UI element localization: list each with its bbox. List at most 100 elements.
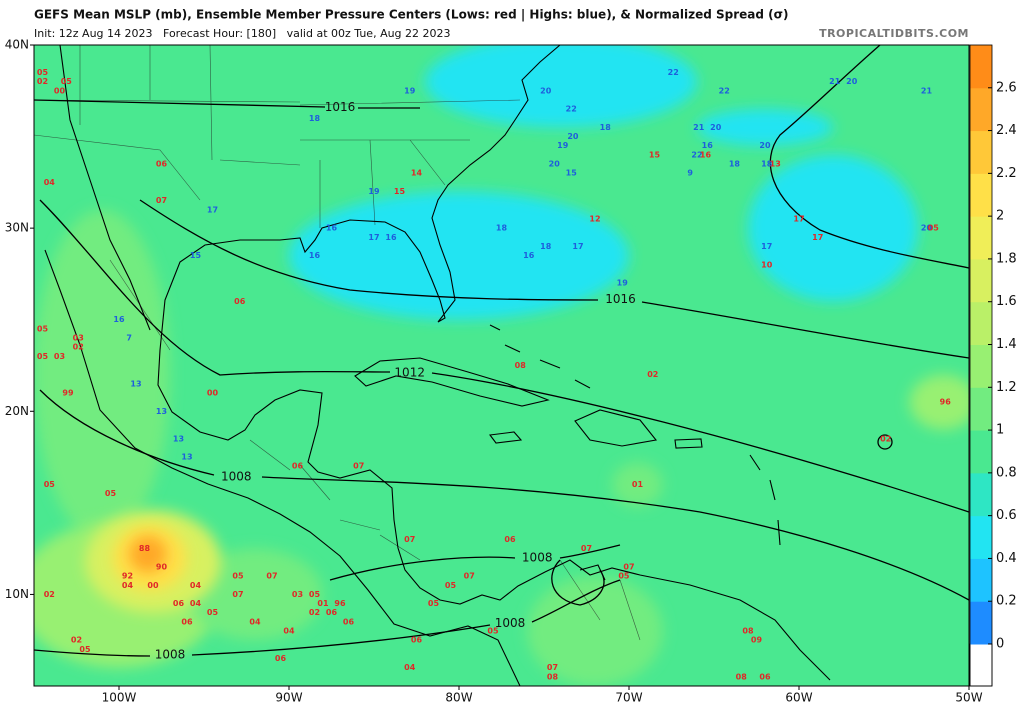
colorbar-segment xyxy=(970,45,992,89)
spread-area xyxy=(129,535,167,573)
low-center: 05 xyxy=(309,590,321,599)
isobar-label: 1012 xyxy=(394,365,425,379)
low-center: 07 xyxy=(623,562,634,571)
low-center: 06 xyxy=(181,617,193,626)
high-center: 22 xyxy=(566,105,577,114)
x-tick-label: 80W xyxy=(445,691,472,705)
low-center: 09 xyxy=(751,636,763,645)
low-center: 03 xyxy=(292,590,303,599)
geography xyxy=(34,45,969,686)
y-tick-label: 30N xyxy=(5,221,29,235)
high-center: 17 xyxy=(368,233,379,242)
isobar-label: 1008 xyxy=(155,647,186,661)
spread-area xyxy=(909,374,969,430)
high-center: 22 xyxy=(719,86,730,95)
low-center: 06 xyxy=(234,297,246,306)
high-center: 21 xyxy=(693,123,705,132)
high-center: 15 xyxy=(566,169,578,178)
colorbar-tick-label: 1 xyxy=(996,423,1004,438)
high-center: 18 xyxy=(729,160,741,169)
colorbar-segment xyxy=(970,387,992,431)
low-center: 02 xyxy=(37,77,48,86)
low-center: 05 xyxy=(37,352,49,361)
low-center: 00 xyxy=(207,388,219,397)
low-center: 04 xyxy=(249,617,261,626)
low-center: 07 xyxy=(547,663,558,672)
low-center: 04 xyxy=(44,178,56,187)
colorbar-tick-label: 1.4 xyxy=(996,337,1017,352)
low-center: 06 xyxy=(326,608,338,617)
colorbar-segment xyxy=(970,87,992,132)
low-center: 17 xyxy=(793,214,804,223)
high-center: 20 xyxy=(549,160,561,169)
axes: 100W 90W 80W 70W 60W 50W 10N 20N 30N 40N xyxy=(5,38,983,705)
low-center: 15 xyxy=(394,187,406,196)
colorbar-segment xyxy=(970,515,992,559)
x-tick-label: 100W xyxy=(102,691,137,705)
low-center: 06 xyxy=(759,672,771,681)
colorbar-segment xyxy=(970,301,992,345)
low-center: 00 xyxy=(54,86,66,95)
low-center: 02 xyxy=(71,636,82,645)
high-center: 13 xyxy=(173,434,184,443)
colorbar-segment xyxy=(970,430,992,474)
colorbar-undershoot xyxy=(969,643,993,687)
low-center: 05 xyxy=(232,572,244,581)
low-center: 15 xyxy=(649,150,661,159)
low-center: 04 xyxy=(404,663,416,672)
y-tick-label: 20N xyxy=(5,404,29,418)
colorbar-tick-label: 0.4 xyxy=(996,551,1017,566)
low-center: 00 xyxy=(147,581,159,590)
colorbar-segment xyxy=(970,173,992,217)
high-center: 19 xyxy=(617,279,629,288)
low-center: 92 xyxy=(122,572,133,581)
title: GEFS Mean MSLP (mb), Ensemble Member Pre… xyxy=(34,8,788,22)
spread-field xyxy=(34,45,969,686)
colorbar-tick-label: 0 xyxy=(996,637,1004,652)
low-center: 01 xyxy=(317,599,329,608)
low-center: 96 xyxy=(940,398,952,407)
colorbar-segment xyxy=(970,472,992,517)
low-center: 04 xyxy=(190,581,202,590)
colorbar-segment xyxy=(970,344,992,388)
high-center: 20 xyxy=(846,77,858,86)
low-center: 07 xyxy=(404,535,415,544)
low-center: 07 xyxy=(266,572,277,581)
low-center: 06 xyxy=(292,462,304,471)
colorbar-tick-label: 0.6 xyxy=(996,508,1017,523)
high-center: 20 xyxy=(921,224,933,233)
high-center: 13 xyxy=(156,407,167,416)
high-center: 18 xyxy=(540,242,552,251)
low-center: 88 xyxy=(139,544,151,553)
low-center: 13 xyxy=(770,160,781,169)
high-center: 15 xyxy=(190,251,202,260)
low-center: 96 xyxy=(334,599,346,608)
low-center: 06 xyxy=(173,599,185,608)
colorbar-tick-label: 2.6 xyxy=(996,80,1017,95)
high-center: 22 xyxy=(668,68,679,77)
colorbar-segment xyxy=(970,601,992,645)
high-center: 17 xyxy=(207,205,218,214)
credit[interactable]: TROPICALTIDBITS.COM xyxy=(819,27,969,40)
low-center: 05 xyxy=(618,572,630,581)
isobar-label: 1008 xyxy=(221,470,252,484)
high-center: 13 xyxy=(181,453,192,462)
colorbar-segment xyxy=(970,558,992,602)
low-center: 02 xyxy=(73,343,84,352)
x-tick-label: 60W xyxy=(785,691,812,705)
colorbar-segment xyxy=(970,130,992,174)
high-center: 18 xyxy=(309,114,321,123)
high-center: 13 xyxy=(130,379,141,388)
x-tick-label: 90W xyxy=(275,691,302,705)
isobar-label: 1008 xyxy=(495,616,526,630)
high-center: 16 xyxy=(385,233,397,242)
low-center: 01 xyxy=(632,480,644,489)
spread-area xyxy=(289,191,629,320)
spread-area xyxy=(612,462,663,507)
low-center: 03 xyxy=(54,352,65,361)
x-tick-label: 70W xyxy=(615,691,642,705)
low-center: 07 xyxy=(581,544,592,553)
low-center: 16 xyxy=(700,150,712,159)
high-center: 21 xyxy=(829,77,841,86)
